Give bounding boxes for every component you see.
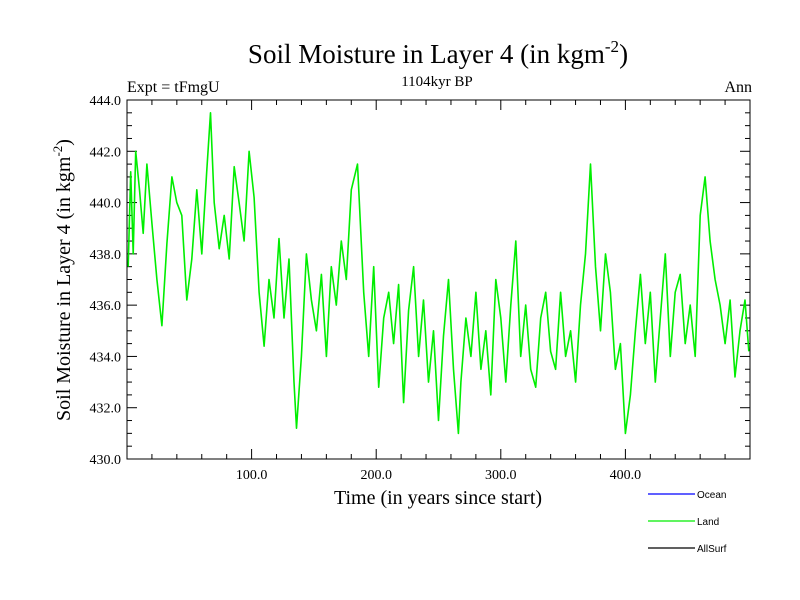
legend-label-allsurf: AllSurf — [697, 544, 727, 555]
y-tick-label: 432.0 — [90, 402, 122, 417]
chart-title-text: Soil Moisture in Layer 4 (in kgm — [248, 39, 605, 69]
legend-label-land: Land — [697, 517, 719, 528]
y-tick-label: 438.0 — [90, 248, 122, 263]
x-axis-label: Time (in years since start) — [334, 487, 542, 509]
x-tick-label: 100.0 — [236, 468, 268, 483]
x-tick-label: 200.0 — [360, 468, 392, 483]
series-line-land — [127, 112, 750, 435]
plot-frame — [126, 99, 751, 460]
experiment-label: Expt = tFmgU — [127, 79, 220, 96]
y-axis-label: Soil Moisture in Layer 4 (in kgm-2) — [50, 139, 75, 421]
y-tick-label: 440.0 — [90, 197, 122, 212]
chart-title: Soil Moisture in Layer 4 (in kgm-2) — [248, 37, 628, 69]
y-tick-label: 430.0 — [90, 453, 122, 468]
chart-title-sup: -2 — [605, 37, 619, 56]
legend-label-ocean: Ocean — [697, 490, 726, 501]
season-label: Ann — [724, 79, 752, 96]
axis-ticks — [127, 99, 750, 460]
series-group — [127, 112, 750, 435]
x-tick-label: 300.0 — [485, 468, 517, 483]
y-tick-label: 434.0 — [90, 350, 122, 365]
x-tick-label: 400.0 — [610, 468, 642, 483]
chart-subtitle: 1104kyr BP — [401, 74, 473, 90]
y-axis-label-text: Soil Moisture in Layer 4 (in kgm — [53, 156, 75, 421]
y-axis-label-sup: -2 — [50, 146, 65, 157]
y-axis-label-suffix: ) — [53, 139, 75, 146]
y-tick-label: 436.0 — [90, 299, 122, 314]
tick-labels: 100.0 200.0 300.0 400.0 430.0 432.0 434.0 436.0… — [90, 94, 642, 483]
y-tick-label: 444.0 — [90, 94, 122, 109]
y-tick-label: 442.0 — [90, 145, 122, 160]
chart-title-suffix: ) — [619, 39, 628, 69]
legend: Ocean Land AllSurf — [648, 490, 727, 555]
